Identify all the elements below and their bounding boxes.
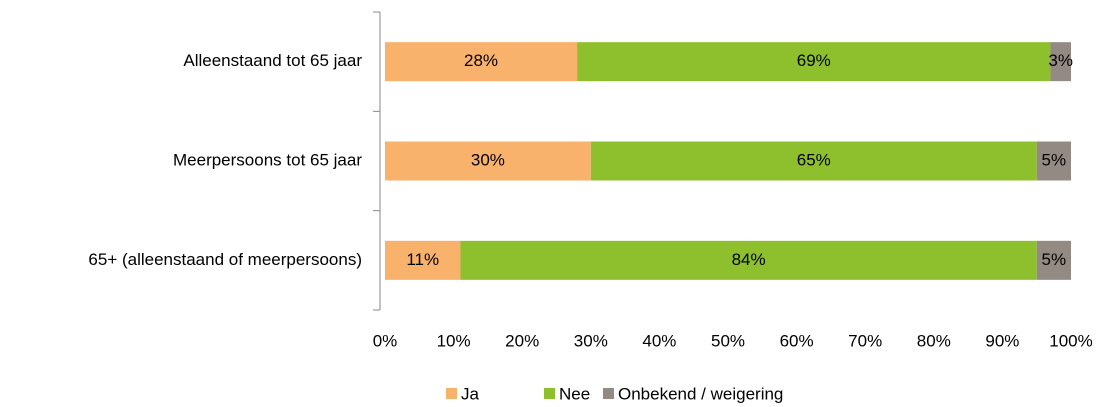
y-tick-label: Meerpersoons tot 65 jaar — [173, 150, 362, 169]
x-tick-label: 10% — [437, 331, 471, 350]
x-tick-label: 40% — [642, 331, 676, 350]
y-tick-label: Alleenstaand tot 65 jaar — [183, 51, 362, 70]
value-label: 5% — [1042, 150, 1067, 169]
value-label: 5% — [1042, 250, 1067, 269]
bar-segment — [577, 42, 1051, 82]
legend-label: Onbekend / weigering — [618, 384, 783, 403]
x-tick-label: 70% — [848, 331, 882, 350]
bar-segment — [1050, 42, 1071, 82]
x-tick-label: 80% — [917, 331, 951, 350]
legend-label: Nee — [559, 384, 590, 403]
bar-segment — [385, 141, 591, 181]
value-label: 3% — [1048, 51, 1073, 70]
bar-segment — [385, 240, 461, 280]
value-label: 11% — [406, 250, 439, 269]
x-tick-label: 60% — [780, 331, 814, 350]
x-tick-label: 0% — [373, 331, 398, 350]
value-label: 69% — [797, 51, 831, 70]
legend-swatch — [603, 388, 614, 399]
value-label: 28% — [464, 51, 498, 70]
value-label: 30% — [471, 150, 505, 169]
legend-swatch — [544, 388, 555, 399]
x-tick-label: 30% — [574, 331, 608, 350]
bar-segment — [460, 240, 1037, 280]
x-tick-label: 50% — [711, 331, 745, 350]
legend-label: Ja — [461, 384, 480, 403]
y-tick-label: 65+ (alleenstaand of meerpersoons) — [88, 250, 362, 269]
value-label: 65% — [797, 150, 831, 169]
x-tick-label: 90% — [985, 331, 1019, 350]
value-label: 84% — [732, 250, 766, 269]
x-tick-label: 100% — [1049, 331, 1092, 350]
x-tick-label: 20% — [505, 331, 539, 350]
bar-segment — [1036, 141, 1071, 181]
bar-segment — [590, 141, 1037, 181]
bar-segment — [385, 42, 578, 82]
bar-segment — [1036, 240, 1071, 280]
legend-swatch — [446, 388, 457, 399]
